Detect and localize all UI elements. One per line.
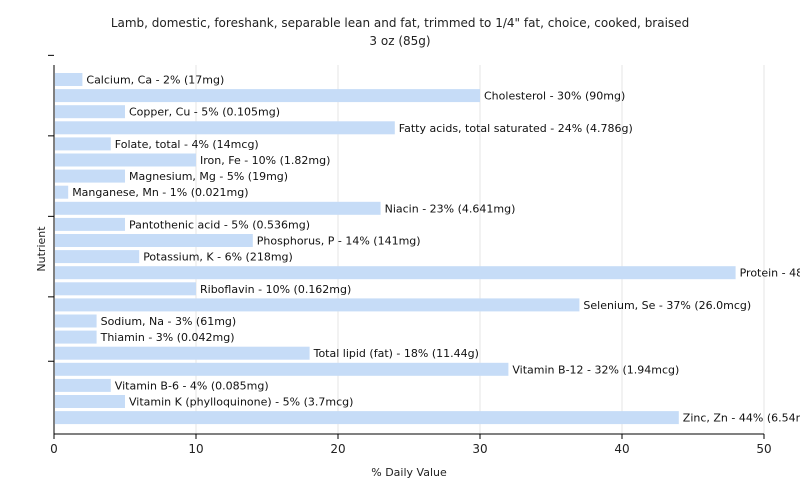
bar-label-3: Fatty acids, total saturated - 24% (4.78… [399, 122, 633, 135]
bar-label-20: Vitamin K (phylloquinone) - 5% (3.7mcg) [129, 396, 353, 409]
bar-16 [55, 330, 97, 344]
grid-lines [195, 65, 765, 434]
x-tick-label-1: 10 [188, 442, 203, 456]
bar-label-19: Vitamin B-6 - 4% (0.085mg) [115, 379, 269, 392]
bar-label-0: Calcium, Ca - 2% (17mg) [86, 74, 224, 87]
bar-label-12: Protein - 48% (24.11g) [740, 267, 800, 280]
bar-label-15: Sodium, Na - 3% (61mg) [101, 315, 237, 328]
bar-label-1: Cholesterol - 30% (90mg) [484, 90, 625, 103]
bar-19 [55, 378, 111, 392]
x-tick-label-2: 20 [330, 442, 345, 456]
bar-label-18: Vitamin B-12 - 32% (1.94mcg) [512, 363, 679, 376]
bar-14 [55, 298, 580, 312]
bar-label-16: Thiamin - 3% (0.042mg) [100, 331, 235, 344]
bars [55, 73, 736, 425]
bar-10 [55, 234, 253, 247]
bar-18 [55, 362, 509, 376]
bar-13 [55, 282, 196, 296]
bar-0 [55, 73, 83, 86]
bar-label-11: Potassium, K - 6% (218mg) [143, 251, 293, 264]
bar-4 [55, 137, 111, 151]
y-axis-label: Nutrient [35, 226, 48, 272]
x-axis-label: % Daily Value [371, 466, 447, 479]
bar-label-9: Pantothenic acid - 5% (0.536mg) [129, 218, 310, 231]
bar-label-2: Copper, Cu - 5% (0.105mg) [129, 106, 280, 119]
bar-label-17: Total lipid (fat) - 18% (11.44g) [313, 347, 479, 360]
x-tick-label-3: 30 [472, 442, 487, 456]
bar-label-4: Folate, total - 4% (14mcg) [115, 138, 259, 151]
x-axis-ticks: 0 10 20 30 40 50 [50, 434, 772, 456]
bar-label-8: Niacin - 23% (4.641mg) [385, 202, 516, 215]
bar-labels: Calcium, Ca - 2% (17mg) Cholesterol - 30%… [72, 74, 800, 425]
bar-label-14: Selenium, Se - 37% (26.0mcg) [583, 299, 751, 312]
x-tick-label-0: 0 [50, 442, 58, 456]
chart-subtitle: 3 oz (85g) [369, 34, 430, 48]
bar-21 [55, 411, 679, 425]
bar-label-7: Manganese, Mn - 1% (0.021mg) [72, 186, 248, 199]
bar-8 [55, 201, 381, 215]
bar-label-5: Iron, Fe - 10% (1.82mg) [200, 154, 330, 167]
bar-label-13: Riboflavin - 10% (0.162mg) [200, 283, 351, 296]
bar-12 [55, 266, 736, 280]
bar-20 [55, 395, 125, 408]
bar-1 [55, 89, 480, 103]
x-tick-label-4: 40 [614, 442, 629, 456]
y-axis-ticks [48, 54, 54, 362]
bar-6 [55, 169, 125, 183]
bar-9 [55, 217, 125, 231]
bar-11 [55, 250, 140, 264]
bar-3 [55, 121, 395, 135]
x-tick-label-5: 50 [756, 442, 771, 456]
bar-17 [55, 346, 310, 360]
bar-label-6: Magnesium, Mg - 5% (19mg) [129, 170, 288, 183]
bar-5 [55, 153, 196, 167]
bar-7 [55, 185, 69, 199]
bar-label-21: Zinc, Zn - 44% (6.54mg) [683, 412, 800, 425]
bar-2 [55, 105, 125, 119]
bar-label-10: Phosphorus, P - 14% (141mg) [257, 235, 421, 248]
chart-title: Lamb, domestic, foreshank, separable lea… [111, 16, 689, 30]
bar-15 [55, 314, 97, 328]
